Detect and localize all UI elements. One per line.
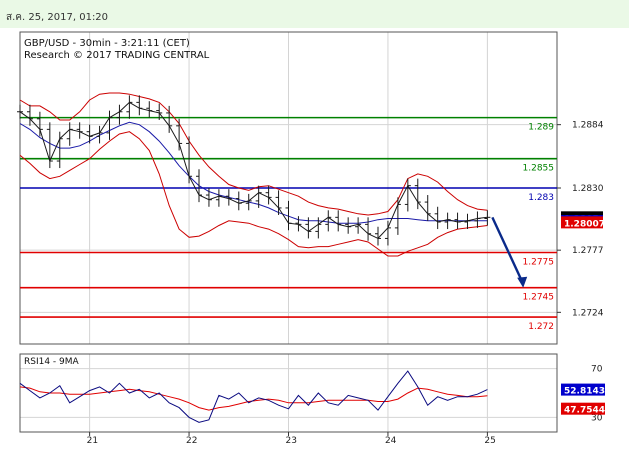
price-tick-label: 1.2830 — [572, 184, 604, 194]
rsi-grid — [20, 354, 557, 432]
date-bar: ส.ค. 25, 2017, 01:20 — [0, 0, 629, 28]
price-tags: 1.28051.280181.28007 — [561, 211, 605, 229]
x-tick-label: 25 — [484, 436, 495, 446]
level-label: 1.289 — [528, 123, 554, 133]
rsi-tag-label: 52.8143 — [564, 387, 605, 397]
price-tick-label: 1.2777 — [572, 246, 604, 256]
level-label: 1.2855 — [523, 164, 555, 174]
rsi-tick-label: 70 — [591, 365, 603, 375]
level-label: 1.2745 — [523, 293, 555, 303]
rsi-axis: 70 30 52.8143 47.7544 — [561, 365, 605, 423]
x-tick-label: 21 — [87, 436, 98, 446]
levels: 1.289 1.2855 1.283 1.2775 1.2745 1.272 — [20, 116, 557, 332]
forecast-arrow-shaft — [491, 216, 524, 283]
chart-subtitle: Research © 2017 TRADING CENTRAL — [24, 50, 210, 61]
rsi-line — [19, 370, 488, 423]
rsi-ma-tag-box — [561, 402, 605, 415]
level-label: 1.2775 — [523, 258, 555, 268]
x-tick-label: 24 — [385, 436, 397, 446]
rsi-ma-tag-label: 47.7544 — [564, 406, 605, 416]
forecast-arrow — [491, 216, 528, 288]
rsi-label: RSI14 - 9MA — [24, 357, 80, 367]
forecast-arrow-head — [517, 276, 528, 288]
level-label: 1.272 — [528, 322, 554, 332]
chart-title: GBP/USD - 30min - 3:21:11 (CET) — [24, 38, 190, 49]
price-tick-label: 1.2724 — [572, 308, 604, 318]
price-tag-box — [561, 216, 603, 229]
chart: 1.289 1.2855 1.283 1.2775 1.2745 1.272 1.2884… — [17, 31, 605, 446]
level-label: 1.283 — [528, 193, 554, 203]
price-close-line — [19, 101, 488, 240]
bollinger-upper-line — [19, 92, 488, 216]
rsi-tag-box — [561, 383, 605, 396]
x-axis: 21 22 23 24 25 — [87, 432, 496, 446]
price-tick-label: 1.2884 — [572, 121, 604, 131]
x-tick-label: 22 — [186, 436, 197, 446]
rsi-lines — [19, 370, 488, 423]
x-tick-label: 23 — [286, 436, 297, 446]
rsi-tick-label: 30 — [591, 413, 603, 423]
price-bars — [17, 95, 491, 246]
price-tag-label: 1.28007 — [564, 219, 605, 229]
bollinger-lower-line — [19, 131, 488, 257]
timestamp: ส.ค. 25, 2017, 01:20 — [6, 12, 109, 23]
price-axis: 1.2884 1.2830 1.2777 1.2724 — [557, 121, 604, 318]
